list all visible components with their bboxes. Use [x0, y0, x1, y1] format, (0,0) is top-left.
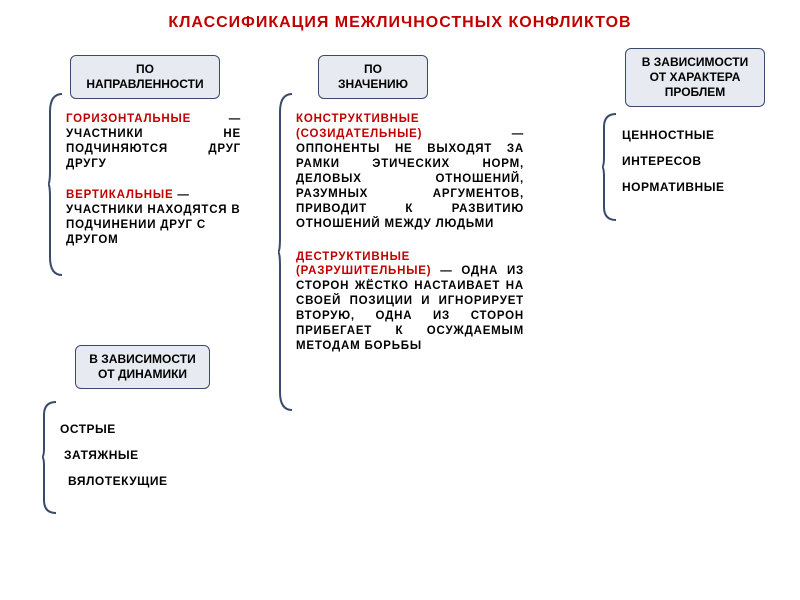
header-meaning-label: ПО ЗНАЧЕНИЮ	[338, 62, 408, 91]
bracket-direction	[48, 92, 62, 277]
main-title: КЛАССИФИКАЦИЯ МЕЖЛИЧНОСТНЫХ КОНФЛИКТОВ	[0, 0, 800, 32]
problems-item-3: НОРМАТИВНЫЕ	[622, 180, 782, 194]
header-direction: ПО НАПРАВЛЕННОСТИ	[70, 55, 220, 99]
problems-item-2: ИНТЕРЕСОВ	[622, 154, 782, 168]
bracket-problems	[602, 112, 616, 222]
dynamics-item-1: ОСТРЫЕ	[60, 422, 240, 436]
header-problems: В ЗАВИСИМОСТИ ОТ ХАРАКТЕРА ПРОБЛЕМ	[625, 48, 765, 107]
meaning-term-2: ДЕСТРУКТИВНЫЕ (РАЗРУШИТЕЛЬНЫЕ)	[296, 251, 431, 278]
dynamics-item-2: ЗАТЯЖНЫЕ	[64, 448, 240, 462]
problems-item-1: ЦЕННОСТНЫЕ	[622, 128, 782, 142]
header-meaning: ПО ЗНАЧЕНИЮ	[318, 55, 428, 99]
direction-item-1: ГОРИЗОНТАЛЬНЫЕ — УЧАСТНИКИ НЕ ПОДЧИНЯЮТС…	[66, 112, 241, 172]
meaning-item-1: КОНСТРУКТИВНЫЕ (СОЗИДАТЕЛЬНЫЕ) — ОППОНЕН…	[296, 112, 524, 232]
dynamics-content: ОСТРЫЕ ЗАТЯЖНЫЕ ВЯЛОТЕКУЩИЕ	[60, 422, 240, 500]
meaning-item-2: ДЕСТРУКТИВНЫЕ (РАЗРУШИТЕЛЬНЫЕ) — ОДНА ИЗ…	[296, 250, 524, 355]
direction-term-1: ГОРИЗОНТАЛЬНЫЕ	[66, 113, 191, 125]
meaning-desc-1: — ОППОНЕНТЫ НЕ ВЫХОДЯТ ЗА РАМКИ ЭТИЧЕСКИ…	[296, 128, 524, 230]
direction-term-2: ВЕРТИКАЛЬНЫЕ	[66, 189, 173, 201]
dynamics-item-3: ВЯЛОТЕКУЩИЕ	[68, 474, 240, 488]
bracket-meaning	[278, 92, 292, 412]
header-dynamics: В ЗАВИСИМОСТИ ОТ ДИНАМИКИ	[75, 345, 210, 389]
header-direction-label: ПО НАПРАВЛЕННОСТИ	[86, 62, 203, 91]
problems-content: ЦЕННОСТНЫЕ ИНТЕРЕСОВ НОРМАТИВНЫЕ	[622, 128, 782, 206]
bracket-dynamics	[42, 400, 56, 515]
header-dynamics-label: В ЗАВИСИМОСТИ ОТ ДИНАМИКИ	[89, 352, 195, 381]
direction-item-2: ВЕРТИКАЛЬНЫЕ — УЧАСТНИКИ НАХОДЯТСЯ В ПОД…	[66, 188, 241, 248]
direction-content: ГОРИЗОНТАЛЬНЫЕ — УЧАСТНИКИ НЕ ПОДЧИНЯЮТС…	[66, 112, 241, 248]
meaning-desc-2: — ОДНА ИЗ СТОРОН ЖЁСТКО НАСТАИВАЕТ НА СВ…	[296, 265, 524, 352]
header-problems-label: В ЗАВИСИМОСТИ ОТ ХАРАКТЕРА ПРОБЛЕМ	[642, 55, 748, 99]
meaning-term-1: КОНСТРУКТИВНЫЕ (СОЗИДАТЕЛЬНЫЕ)	[296, 113, 422, 140]
meaning-content: КОНСТРУКТИВНЫЕ (СОЗИДАТЕЛЬНЫЕ) — ОППОНЕН…	[296, 112, 524, 354]
